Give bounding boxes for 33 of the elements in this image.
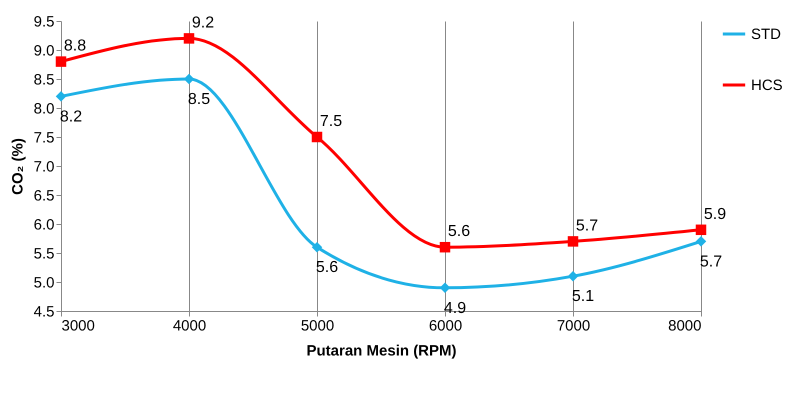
data-label: 8.8 <box>64 38 86 55</box>
legend-label: STD <box>751 26 782 43</box>
data-label: 7.5 <box>320 113 342 130</box>
y-axis-title: CO₂ (%) <box>10 138 27 195</box>
data-label: 5.9 <box>704 206 726 223</box>
y-tick-label: 8.0 <box>34 100 54 118</box>
y-tick-label: 5.5 <box>34 246 54 262</box>
x-tick-label: 3000 <box>62 318 95 334</box>
data-label: 5.7 <box>576 217 598 234</box>
x-tick-label: 6000 <box>428 318 462 334</box>
y-tick-label: 7.5 <box>34 130 54 146</box>
y-tick-label: 7.0 <box>34 158 54 176</box>
x-axis-title: Putaran Mesin (RPM) <box>306 342 457 360</box>
data-label: 8.5 <box>188 91 210 108</box>
x-tick-label: 7000 <box>556 318 590 334</box>
data-label: 5.6 <box>316 259 338 276</box>
data-label: 4.9 <box>444 300 466 317</box>
data-label: 8.2 <box>60 108 82 126</box>
y-tick-label: 5.0 <box>34 274 54 292</box>
x-tick-label: 5000 <box>300 318 334 334</box>
y-tick-label: 6.5 <box>34 188 54 204</box>
data-label: 5.7 <box>700 253 722 270</box>
y-tick-label: 9.0 <box>34 42 54 60</box>
x-tick-label: 4000 <box>172 318 206 334</box>
y-tick-label: 8.5 <box>34 72 54 88</box>
legend-label: HCS <box>751 77 783 94</box>
x-tick-label: 8000 <box>668 318 702 334</box>
data-label: 5.1 <box>572 288 594 306</box>
y-tick-label: 4.5 <box>34 304 54 320</box>
data-label: 9.2 <box>192 14 214 32</box>
y-tick-label: 6.0 <box>34 216 54 234</box>
y-tick-label: 9.5 <box>34 14 54 30</box>
data-label: 5.6 <box>448 223 470 240</box>
